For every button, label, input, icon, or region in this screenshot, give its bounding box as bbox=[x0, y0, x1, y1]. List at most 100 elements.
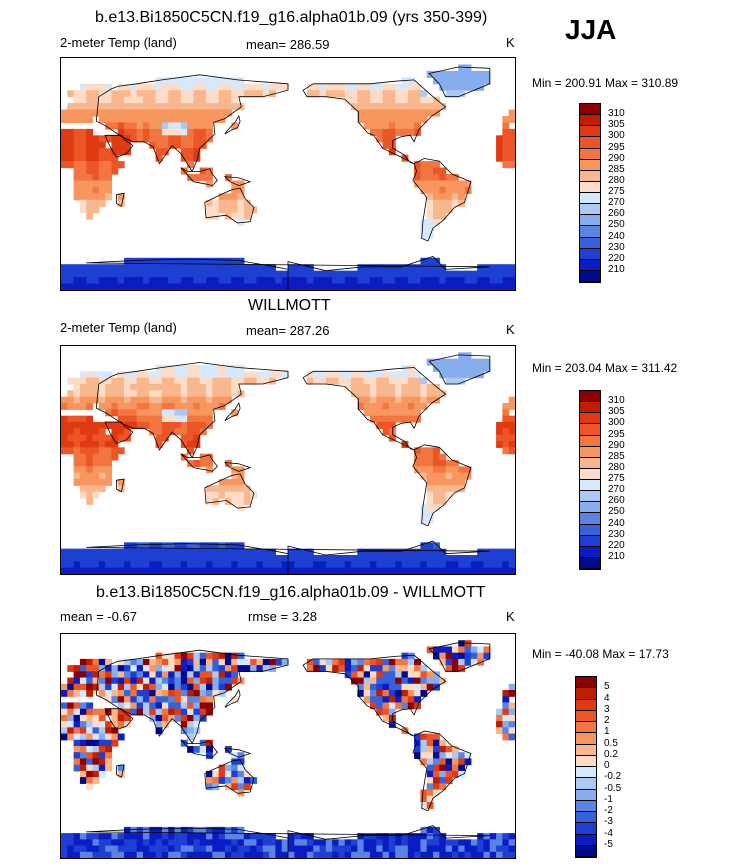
colorbar-tick-label: 275 bbox=[608, 473, 625, 484]
map-cell bbox=[269, 845, 276, 853]
map-cell bbox=[212, 96, 220, 104]
map-cell bbox=[439, 783, 447, 791]
map-cell bbox=[376, 264, 384, 272]
map-cell bbox=[61, 851, 68, 858]
map-cell bbox=[187, 270, 195, 278]
map-cell bbox=[357, 90, 365, 98]
map-cell bbox=[250, 83, 258, 91]
map-cell bbox=[105, 561, 113, 569]
map-cell bbox=[401, 270, 409, 278]
map-cell bbox=[193, 665, 201, 672]
map-cell bbox=[193, 415, 201, 423]
map-cell bbox=[130, 116, 138, 124]
map-cell bbox=[117, 561, 125, 569]
colorbar-tick-label: 230 bbox=[608, 241, 625, 253]
map-cell bbox=[433, 671, 440, 679]
map-cell bbox=[401, 103, 409, 111]
map-cell bbox=[388, 277, 396, 285]
map-cell bbox=[193, 567, 201, 574]
map-cell bbox=[86, 851, 94, 858]
map-cell bbox=[111, 453, 119, 461]
map-cell bbox=[142, 409, 150, 417]
map-cell bbox=[218, 491, 226, 499]
map-cell bbox=[199, 270, 207, 278]
colorbar-tick-label: 2 bbox=[604, 715, 610, 726]
map-cell bbox=[79, 403, 87, 410]
map-cell bbox=[458, 371, 466, 379]
map-cell bbox=[477, 365, 485, 372]
colorbar-tick-label: 220 bbox=[608, 252, 625, 264]
map-cell bbox=[420, 746, 428, 753]
map-cell bbox=[313, 283, 321, 290]
map-cell bbox=[206, 851, 213, 858]
map-cell bbox=[105, 555, 113, 562]
map-cell bbox=[508, 154, 515, 162]
map-cell bbox=[451, 186, 459, 194]
map-cell bbox=[117, 714, 125, 722]
map-cell bbox=[445, 646, 453, 654]
map-cell bbox=[458, 555, 466, 562]
map-cell bbox=[294, 264, 302, 272]
map-cell bbox=[161, 141, 169, 149]
map-cell bbox=[369, 555, 377, 562]
map-cell bbox=[224, 193, 232, 201]
map-cell bbox=[73, 466, 81, 474]
map-cell bbox=[250, 548, 258, 556]
map-cell bbox=[187, 658, 195, 666]
map-cell bbox=[382, 548, 390, 556]
map-cell bbox=[294, 851, 302, 858]
map-cell bbox=[433, 70, 440, 78]
map-cell bbox=[168, 428, 176, 436]
map-cell bbox=[212, 777, 220, 784]
map-cell bbox=[149, 270, 157, 278]
map-cell bbox=[193, 714, 201, 722]
map-cell bbox=[369, 390, 377, 398]
map-cell bbox=[86, 154, 94, 162]
map-cell bbox=[124, 714, 131, 722]
map-cell bbox=[420, 845, 428, 853]
map-cell bbox=[155, 665, 163, 672]
map-cell bbox=[275, 845, 283, 853]
map-cell bbox=[86, 384, 94, 391]
map-cell bbox=[388, 671, 396, 679]
map-cell bbox=[142, 90, 150, 98]
map-cell bbox=[199, 396, 207, 404]
colorbar-tick-label: 250 bbox=[608, 506, 625, 518]
coastline bbox=[95, 362, 289, 459]
map-cell bbox=[161, 264, 169, 272]
map-cell bbox=[155, 839, 163, 847]
colorbar-swatch bbox=[580, 502, 600, 514]
map-cell bbox=[98, 665, 106, 672]
map-cell bbox=[256, 555, 264, 562]
map-cell bbox=[193, 277, 201, 285]
map-cell bbox=[67, 714, 75, 722]
map-cell bbox=[369, 833, 377, 840]
map-cell bbox=[193, 403, 201, 410]
map-cell bbox=[420, 839, 428, 847]
map-cell bbox=[142, 690, 150, 697]
map-cell bbox=[130, 403, 138, 410]
coastline bbox=[224, 401, 241, 422]
map-cell bbox=[193, 434, 201, 442]
map-cell bbox=[67, 103, 75, 111]
map-cell bbox=[426, 447, 434, 455]
map-cell bbox=[79, 154, 87, 162]
map-cell bbox=[433, 466, 440, 474]
map-cell bbox=[420, 390, 428, 398]
map-cell bbox=[79, 491, 87, 499]
map-cell bbox=[275, 277, 283, 285]
map-cell bbox=[382, 377, 390, 385]
map-cell bbox=[243, 212, 251, 220]
map-cell bbox=[231, 186, 239, 194]
colorbar-tick-label: 280 bbox=[608, 174, 625, 186]
map-cell bbox=[161, 409, 169, 417]
map-cell bbox=[477, 851, 485, 858]
map-cell bbox=[420, 517, 428, 524]
map-cell bbox=[313, 851, 321, 858]
map-cell bbox=[92, 677, 100, 685]
map-cell bbox=[237, 270, 245, 278]
map-cell bbox=[86, 206, 94, 214]
map-cell bbox=[256, 839, 264, 847]
map-cell bbox=[325, 555, 333, 562]
map-cell bbox=[130, 683, 138, 691]
